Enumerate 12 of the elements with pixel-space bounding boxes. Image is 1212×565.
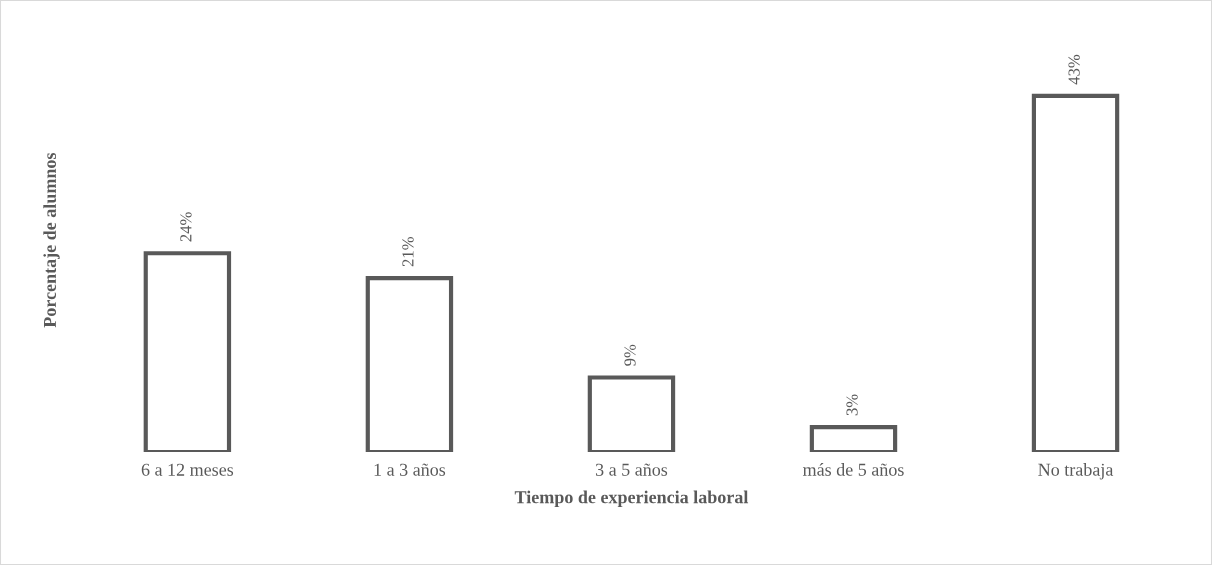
data-label: 21% [402, 237, 414, 267]
data-label: 43% [1068, 54, 1080, 85]
y-axis-title: Porcentaje de alumnos [43, 152, 60, 328]
data-label: 3% [846, 394, 858, 416]
x-tick-label: más de 5 años [802, 463, 904, 476]
x-axis-title: Tiempo de experiencia laboral [514, 490, 749, 507]
x-tick-label: 1 a 3 años [374, 463, 446, 476]
x-tick-label: 3 a 5 años [595, 463, 668, 476]
data-label: 9% [624, 344, 636, 366]
x-tick-label: 6 a 12 meses [141, 463, 234, 476]
data-label: 24% [180, 212, 192, 242]
x-tick-label: No trabaja [1038, 463, 1114, 480]
